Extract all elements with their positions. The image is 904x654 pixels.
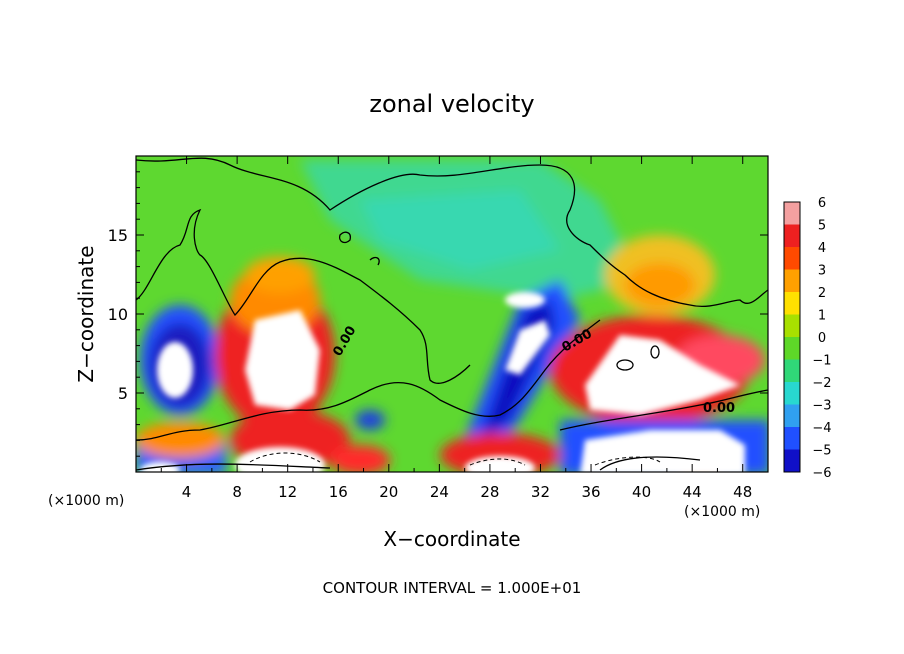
colorbar-label: 5 — [818, 219, 826, 234]
chart-title: zonal velocity — [369, 90, 534, 118]
colorbar-label: −2 — [812, 376, 831, 391]
heatmap-field: 0.00 0.00 0.00 — [136, 156, 768, 472]
colorbar-label: −1 — [812, 354, 831, 369]
colorbar: 6 5 4 3 2 1 0 −1 −2 −3 −4 −5 −6 — [783, 196, 832, 481]
colorbar-swatch — [784, 337, 800, 360]
colorbar-swatch — [784, 269, 800, 292]
colorbar-swatch — [784, 314, 800, 337]
colorbar-frame — [783, 201, 801, 473]
x-tick-label: 44 — [683, 483, 702, 501]
zero-contours — [136, 157, 768, 471]
x-tick-label: 12 — [278, 483, 297, 501]
x-unit-left: (×1000 m) — [48, 493, 124, 509]
colorbar-label: 1 — [818, 309, 826, 324]
y-axis-label: Z−coordinate — [74, 245, 98, 382]
y-axis: 5 10 15 — [108, 171, 768, 457]
contour-label: 0.00 — [703, 401, 735, 416]
x-tick-label: 36 — [581, 483, 600, 501]
x-tick-label: 4 — [182, 483, 192, 501]
colorbar-label: 2 — [818, 286, 826, 301]
x-tick-label: 40 — [632, 483, 651, 501]
colorbar-swatch — [784, 359, 800, 382]
colorbar-swatch — [784, 292, 800, 315]
colorbar-swatch — [784, 404, 800, 427]
colorbar-label: −4 — [812, 421, 831, 436]
colorbar-swatch — [784, 247, 800, 270]
x-tick-label: 24 — [430, 483, 449, 501]
colorbar-label: −6 — [812, 466, 831, 481]
x-unit-right: (×1000 m) — [684, 504, 760, 520]
colorbar-label: 3 — [818, 264, 826, 279]
x-tick-label: 8 — [232, 483, 242, 501]
colorbar-swatch — [784, 382, 800, 405]
x-tick-label: 20 — [379, 483, 398, 501]
colorbar-swatch — [784, 427, 800, 450]
colorbar-label: 6 — [818, 196, 826, 211]
y-tick-label: 5 — [118, 384, 128, 403]
colorbar-swatch — [784, 224, 800, 247]
colorbar-swatch — [784, 202, 800, 225]
x-tick-label: 32 — [531, 483, 550, 501]
x-tick-label: 28 — [480, 483, 499, 501]
y-tick-label: 10 — [108, 305, 128, 324]
colorbar-label: −3 — [812, 399, 831, 414]
colorbar-label: −5 — [812, 444, 831, 459]
colorbar-label: 0 — [818, 331, 826, 346]
x-tick-label: 48 — [733, 483, 752, 501]
x-tick-label: 16 — [329, 483, 348, 501]
contour-interval-note: CONTOUR INTERVAL = 1.000E+01 — [323, 579, 582, 597]
x-axis-label: X−coordinate — [383, 527, 520, 551]
colorbar-label: 4 — [818, 241, 826, 256]
x-axis: 4 8 12 16 20 24 28 32 36 40 44 48 — [160, 156, 752, 501]
y-tick-label: 15 — [108, 226, 128, 245]
colorbar-swatch — [784, 449, 800, 472]
